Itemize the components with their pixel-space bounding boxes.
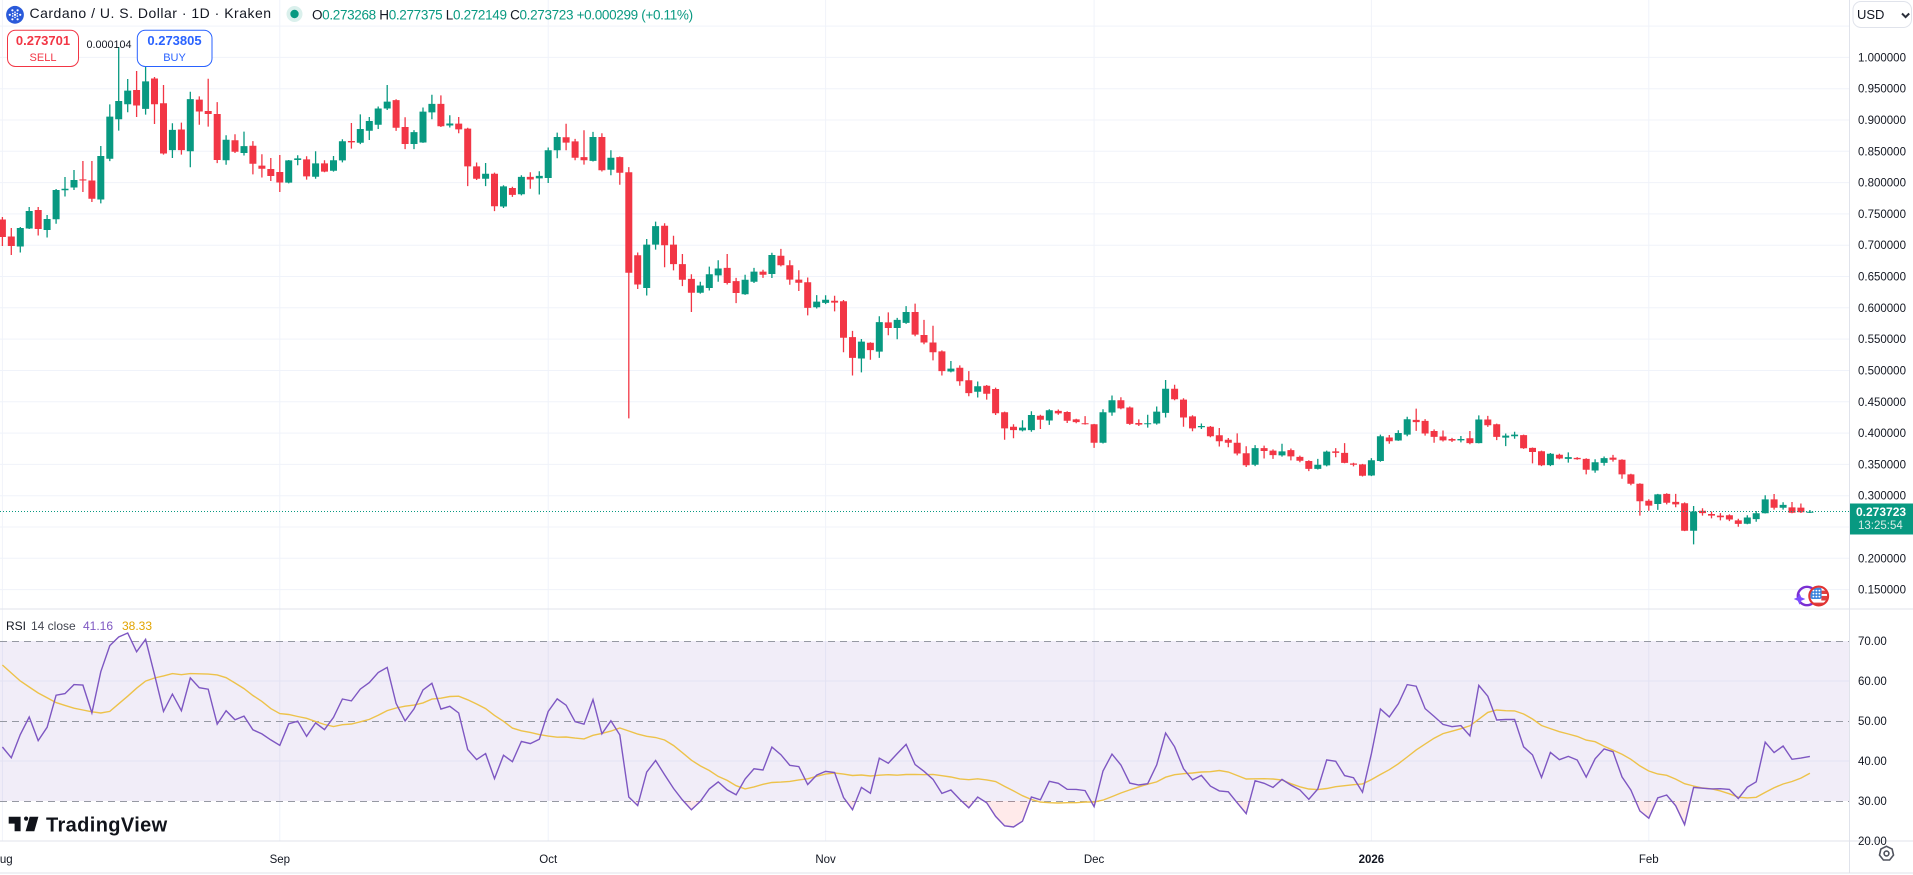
svg-text:20.00: 20.00 — [1858, 836, 1887, 848]
svg-text:2026: 2026 — [1359, 854, 1385, 866]
svg-text:1.000000: 1.000000 — [1858, 52, 1906, 64]
svg-text:USD: USD — [1857, 7, 1884, 22]
svg-text:0.400000: 0.400000 — [1858, 428, 1906, 440]
svg-text:50.00: 50.00 — [1858, 716, 1887, 728]
svg-text:0.500000: 0.500000 — [1858, 366, 1906, 378]
svg-text:0.850000: 0.850000 — [1858, 146, 1906, 158]
svg-text:0.300000: 0.300000 — [1858, 491, 1906, 503]
svg-text:Oct: Oct — [539, 854, 558, 866]
svg-text:0.273723: 0.273723 — [1856, 505, 1906, 519]
svg-text:Feb: Feb — [1639, 854, 1659, 866]
svg-text:O0.273268 H0.277375 L0.272149: O0.273268 H0.277375 L0.272149 C0.273723 … — [312, 7, 693, 22]
svg-text:0.273701: 0.273701 — [16, 33, 70, 48]
svg-text:0.550000: 0.550000 — [1858, 334, 1906, 346]
svg-text:TradingView: TradingView — [46, 814, 168, 836]
svg-text:60.00: 60.00 — [1858, 676, 1887, 688]
svg-text:Nov: Nov — [815, 854, 836, 866]
svg-text:0.950000: 0.950000 — [1858, 84, 1906, 96]
svg-text:13:25:54: 13:25:54 — [1858, 520, 1903, 532]
svg-text:0.750000: 0.750000 — [1858, 209, 1906, 221]
svg-text:Sep: Sep — [270, 854, 290, 866]
svg-text:0.800000: 0.800000 — [1858, 178, 1906, 190]
svg-text:0.650000: 0.650000 — [1858, 272, 1906, 284]
svg-text:30.00: 30.00 — [1858, 796, 1887, 808]
svg-text:0.700000: 0.700000 — [1858, 240, 1906, 252]
svg-text:0.350000: 0.350000 — [1858, 459, 1906, 471]
svg-text:40.00: 40.00 — [1858, 756, 1887, 768]
svg-text:0.450000: 0.450000 — [1858, 397, 1906, 409]
svg-text:Dec: Dec — [1084, 854, 1105, 866]
svg-text:BUY: BUY — [163, 52, 186, 64]
svg-text:SELL: SELL — [30, 52, 57, 64]
svg-text:0.900000: 0.900000 — [1858, 115, 1906, 127]
svg-text:0.200000: 0.200000 — [1858, 553, 1906, 565]
svg-text:Cardano / U. S. Dollar · 1D ·: Cardano / U. S. Dollar · 1D · Kraken — [30, 5, 272, 21]
svg-text:0.273805: 0.273805 — [147, 33, 201, 48]
svg-text:0.600000: 0.600000 — [1858, 303, 1906, 315]
svg-text:0.150000: 0.150000 — [1858, 585, 1906, 597]
svg-text:70.00: 70.00 — [1858, 636, 1887, 648]
svg-text:0.000104: 0.000104 — [86, 39, 131, 51]
svg-text:Aug: Aug — [0, 854, 13, 866]
